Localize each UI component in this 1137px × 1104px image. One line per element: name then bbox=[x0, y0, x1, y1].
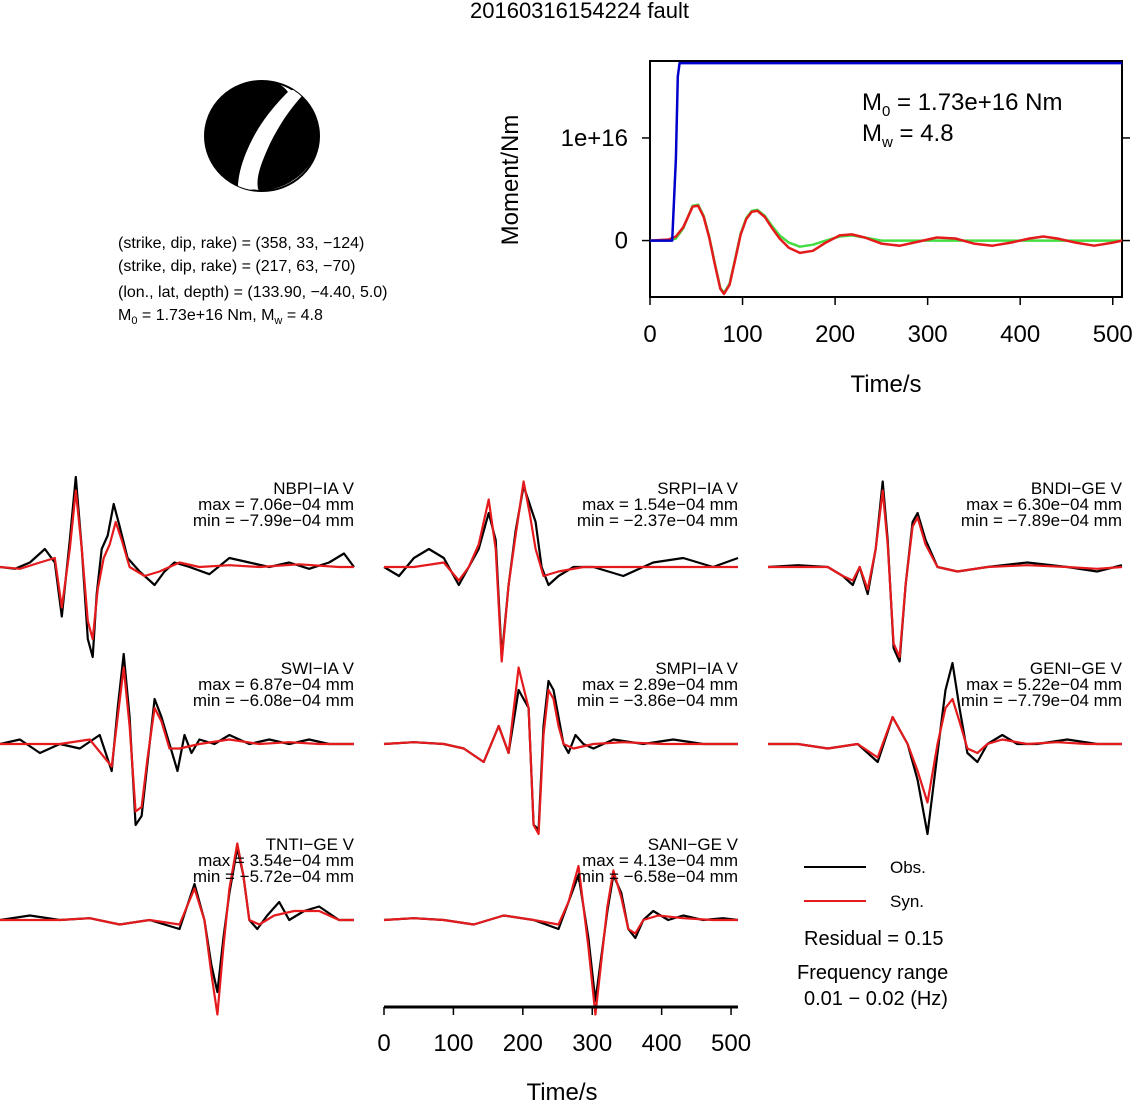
moment-ylabel: Moment/Nm bbox=[497, 115, 524, 246]
trace-syn-6 bbox=[0, 842, 354, 1016]
station-name-label: SANI−GE V bbox=[648, 835, 739, 854]
station-max-label: max = 2.89e−04 mm bbox=[582, 675, 738, 694]
legend-obs-label: Obs. bbox=[890, 858, 926, 877]
nodal-plane-1: (strike, dip, rake) = (358, 33, −124) bbox=[118, 235, 365, 252]
page-title: 20160316154224 fault bbox=[470, 0, 689, 23]
waveform-xlabel: Time/s bbox=[526, 1079, 597, 1104]
station-min-label: min = −7.89e−04 mm bbox=[961, 511, 1122, 530]
trace-syn-2 bbox=[768, 489, 1123, 659]
station-min-label: min = −3.86e−04 mm bbox=[577, 691, 738, 710]
trace-syn-4 bbox=[383, 666, 738, 836]
moment-series-stf_syn bbox=[649, 204, 1123, 296]
station-min-label: min = −5.72e−04 mm bbox=[193, 867, 354, 886]
waveform-xtick-label: 300 bbox=[572, 1030, 612, 1057]
trace-syn-5 bbox=[768, 697, 1122, 804]
focal-parameters: (strike, dip, rake) = (358, 33, −124) (s… bbox=[118, 232, 388, 333]
waveform-xtick-label: 500 bbox=[711, 1030, 751, 1057]
trace-syn-3 bbox=[0, 666, 354, 813]
station-name-label: SRPI−IA V bbox=[657, 479, 738, 498]
station-name-label: SWI−IA V bbox=[281, 659, 355, 678]
hypocenter: (lon., lat, depth) = (133.90, −4.40, 5.0… bbox=[118, 284, 388, 301]
waveform-xtick-label: 0 bbox=[377, 1030, 390, 1057]
trace-syn-7 bbox=[383, 864, 738, 1016]
waveform-xtick-label: 200 bbox=[503, 1030, 543, 1057]
frequency-range-value: 0.01 − 0.02 (Hz) bbox=[804, 988, 948, 1010]
station-max-label: max = 5.22e−04 mm bbox=[966, 675, 1122, 694]
station-max-label: max = 3.54e−04 mm bbox=[198, 851, 354, 870]
station-min-label: min = −7.79e−04 mm bbox=[961, 691, 1122, 710]
station-name-label: SMPI−IA V bbox=[655, 659, 738, 678]
station-name-label: GENI−GE V bbox=[1030, 659, 1123, 678]
residual-label: Residual = 0.15 bbox=[804, 928, 944, 950]
nodal-plane-2: (strike, dip, rake) = (217, 63, −70) bbox=[118, 258, 356, 275]
trace-obs-3 bbox=[0, 652, 354, 827]
moment-xlabel: Time/s bbox=[850, 371, 921, 398]
station-name-label: NBPI−IA V bbox=[273, 479, 354, 498]
station-name-label: BNDI−GE V bbox=[1031, 479, 1123, 498]
station-max-label: max = 6.87e−04 mm bbox=[198, 675, 354, 694]
moment-ytick-label: 1e+16 bbox=[561, 125, 628, 152]
station-max-label: max = 6.30e−04 mm bbox=[966, 495, 1122, 514]
station-min-label: min = −6.08e−04 mm bbox=[193, 691, 354, 710]
waveform-xtick-label: 100 bbox=[433, 1030, 473, 1057]
moment-xtick-label: 100 bbox=[723, 321, 763, 348]
moment-m0-label: M0 = 1.73e+16 Nm bbox=[862, 89, 1062, 120]
moment-ytick-label: 0 bbox=[615, 228, 628, 255]
station-max-label: max = 4.13e−04 mm bbox=[582, 851, 738, 870]
frequency-range-title: Frequency range bbox=[797, 962, 948, 984]
station-min-label: min = −7.99e−04 mm bbox=[193, 511, 354, 530]
focal-mechanism-beachball bbox=[204, 80, 320, 192]
moment-magnitude-line: M0 = 1.73e+16 Nm, Mw = 4.8 bbox=[118, 307, 323, 328]
trace-syn-1 bbox=[384, 480, 738, 663]
moment-series-stf_obs bbox=[650, 203, 1122, 295]
legend-syn-label: Syn. bbox=[890, 892, 924, 911]
waveform-xtick-label: 400 bbox=[642, 1030, 682, 1057]
moment-xtick-label: 300 bbox=[908, 321, 948, 348]
moment-mw-label: Mw = 4.8 bbox=[862, 120, 954, 151]
station-max-label: max = 7.06e−04 mm bbox=[198, 495, 354, 514]
moment-series-moment bbox=[650, 61, 1122, 242]
moment-xtick-label: 200 bbox=[815, 321, 855, 348]
legend: Obs. Syn. bbox=[804, 858, 926, 911]
moment-xtick-label: 400 bbox=[1000, 321, 1040, 348]
moment-xtick-label: 500 bbox=[1093, 321, 1133, 348]
station-min-label: min = −6.58e−04 mm bbox=[577, 867, 738, 886]
moment-xtick-label: 0 bbox=[643, 321, 656, 348]
trace-obs-7 bbox=[383, 873, 739, 1003]
moment-plot-frame bbox=[649, 60, 1123, 298]
station-name-label: TNTI−GE V bbox=[266, 835, 355, 854]
station-max-label: max = 1.54e−04 mm bbox=[582, 495, 738, 514]
trace-syn-0 bbox=[0, 489, 354, 641]
station-min-label: min = −2.37e−04 mm bbox=[577, 511, 738, 530]
